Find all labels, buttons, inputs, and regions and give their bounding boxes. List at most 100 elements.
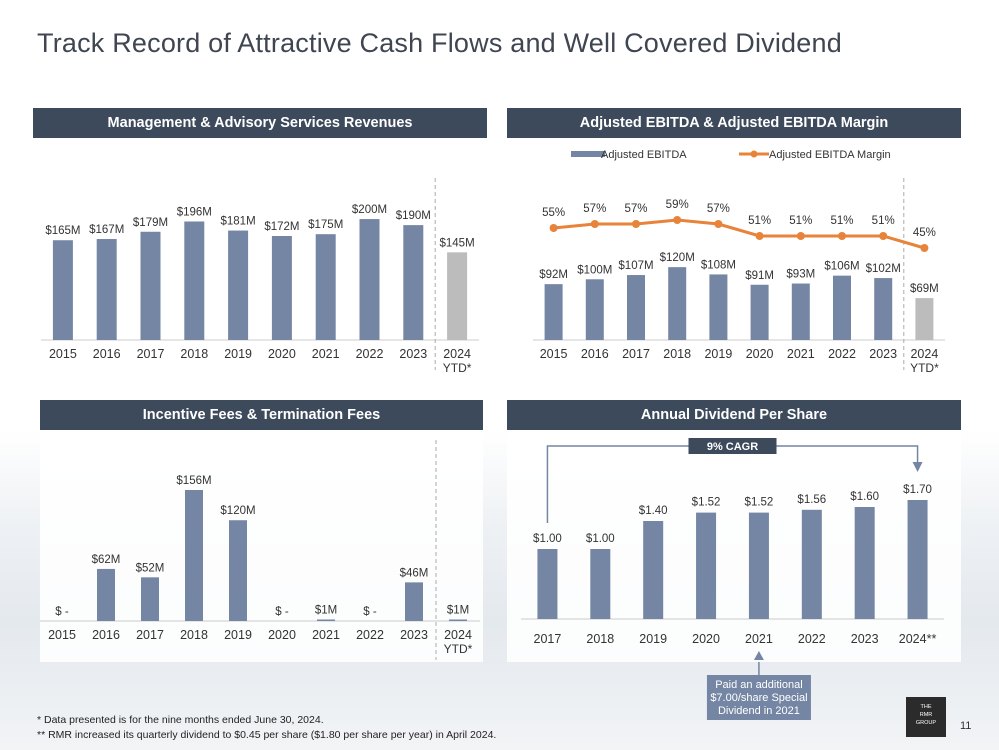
margin-line bbox=[553, 218, 925, 250]
tick-label: 2023 bbox=[399, 347, 427, 361]
bar-2024 bbox=[915, 298, 934, 340]
legend-label-ebitda: Adjusted EBITDA bbox=[601, 149, 687, 161]
bar-2015 bbox=[52, 240, 73, 340]
bar-2023 bbox=[403, 225, 424, 340]
logo-line-3: GROUP bbox=[915, 720, 937, 726]
data-label: $100M bbox=[577, 264, 612, 276]
tick-label: 2017 bbox=[534, 632, 562, 646]
data-label: $156M bbox=[176, 475, 211, 487]
data-label: $1M bbox=[447, 605, 469, 617]
bar-2022 bbox=[833, 275, 851, 340]
tick-label: 2020 bbox=[746, 347, 774, 361]
bar-2021 bbox=[315, 234, 336, 340]
tick-label: 2018 bbox=[180, 347, 208, 361]
data-label: $107M bbox=[618, 260, 653, 272]
bar-2020 bbox=[271, 236, 292, 340]
legend-swatch-ebitda bbox=[571, 151, 605, 157]
data-label: $145M bbox=[440, 237, 475, 249]
data-label: $1.00 bbox=[586, 533, 615, 545]
tick-label: 2021 bbox=[745, 632, 773, 646]
tick-label: 2016 bbox=[92, 628, 120, 642]
tick-label: 2024 bbox=[444, 628, 472, 642]
tick-label: 2023 bbox=[400, 628, 428, 642]
margin-label: 45% bbox=[913, 227, 936, 239]
data-label: $106M bbox=[824, 261, 859, 273]
bar-2017 bbox=[141, 577, 159, 621]
margin-point bbox=[673, 216, 682, 224]
tick-label: 2023 bbox=[869, 347, 897, 361]
tick-label: 2022 bbox=[356, 628, 384, 642]
bar-2022 bbox=[801, 509, 822, 619]
data-label: $181M bbox=[221, 216, 256, 228]
data-label: $167M bbox=[89, 224, 124, 236]
tick-label: 2024** bbox=[899, 632, 937, 646]
incentive-header: Incentive Fees & Termination Fees bbox=[40, 400, 483, 430]
bar-2021 bbox=[317, 619, 335, 621]
bar-2023 bbox=[405, 582, 423, 621]
tick-label: 2019 bbox=[639, 632, 667, 646]
incentive-panel: Incentive Fees & Termination Fees $ - 201… bbox=[40, 400, 483, 662]
bar-2019 bbox=[709, 274, 728, 340]
bar-2021 bbox=[791, 283, 810, 340]
margin-point bbox=[838, 232, 846, 240]
tick-label: 2020 bbox=[692, 632, 720, 646]
tick-label: 2018 bbox=[663, 347, 691, 361]
data-label: $69M bbox=[910, 283, 939, 295]
bar-2015 bbox=[544, 284, 563, 340]
data-label: $1.00 bbox=[533, 533, 562, 545]
tick-label: 2020 bbox=[268, 347, 296, 361]
revenues-chart: $165M 2015 $167M 2016 $179M 2017 $196M 2018 $181… bbox=[41, 178, 479, 375]
tick-label: 2017 bbox=[137, 347, 165, 361]
data-label: $102M bbox=[866, 263, 901, 275]
data-label: $1.52 bbox=[745, 497, 774, 509]
bar-2020 bbox=[750, 284, 769, 340]
data-label: $165M bbox=[45, 225, 80, 237]
bar-2020 bbox=[696, 512, 717, 619]
bar-2019 bbox=[229, 520, 247, 621]
tick-label: 2015 bbox=[48, 628, 76, 642]
tick-label: 2018 bbox=[180, 628, 208, 642]
annotation-box bbox=[706, 675, 811, 720]
legend-marker-margin bbox=[750, 150, 758, 158]
cagr-label: 9% CAGR bbox=[707, 441, 758, 453]
bar-2018 bbox=[185, 490, 203, 621]
annotation-arrowhead bbox=[753, 651, 764, 660]
bar-2016 bbox=[585, 279, 604, 340]
tick-label: 2022 bbox=[828, 347, 856, 361]
cagr-arrowhead bbox=[912, 462, 923, 472]
margin-point bbox=[796, 232, 805, 240]
revenues-header: Management & Advisory Services Revenues bbox=[33, 108, 487, 138]
data-label: $91M bbox=[745, 270, 774, 282]
margin-label: 51% bbox=[789, 215, 812, 227]
tick-label: 2023 bbox=[851, 632, 879, 646]
margin-label: 51% bbox=[872, 215, 895, 227]
margin-point bbox=[920, 244, 929, 252]
tick-label: 2022 bbox=[798, 632, 826, 646]
bar-2023 bbox=[874, 278, 893, 340]
margin-point bbox=[632, 220, 640, 228]
bar-2024 bbox=[907, 500, 928, 619]
data-label: $120M bbox=[220, 505, 255, 517]
incentive-chart: $ - 2015 $62M 2016 $52M 2017 $156M 2018 $120M 201… bbox=[40, 440, 480, 660]
data-label: $120M bbox=[660, 252, 695, 264]
data-label: $1M bbox=[315, 605, 337, 617]
annotation-text: $7.00/share Special bbox=[710, 692, 807, 704]
margin-label: 51% bbox=[748, 215, 771, 227]
tick-label: 2024 bbox=[910, 347, 938, 361]
data-label: $179M bbox=[133, 217, 168, 229]
data-label: $108M bbox=[701, 259, 736, 271]
tick-label: 2021 bbox=[312, 628, 340, 642]
bar-2018 bbox=[668, 267, 687, 340]
data-label: $ - bbox=[363, 606, 377, 618]
tick-label: 2016 bbox=[581, 347, 609, 361]
margin-label: 57% bbox=[624, 203, 647, 215]
bar-2023 bbox=[854, 507, 875, 619]
margin-label: 59% bbox=[666, 199, 689, 211]
logo-line-2: RMR bbox=[919, 712, 933, 718]
data-label: $ - bbox=[275, 606, 289, 618]
page-number: 11 bbox=[960, 720, 972, 732]
data-label: $1.70 bbox=[903, 484, 932, 496]
data-label: $46M bbox=[400, 567, 429, 579]
rmr-logo: THE RMR GROUP bbox=[906, 697, 946, 737]
bar-2024 bbox=[447, 252, 468, 340]
